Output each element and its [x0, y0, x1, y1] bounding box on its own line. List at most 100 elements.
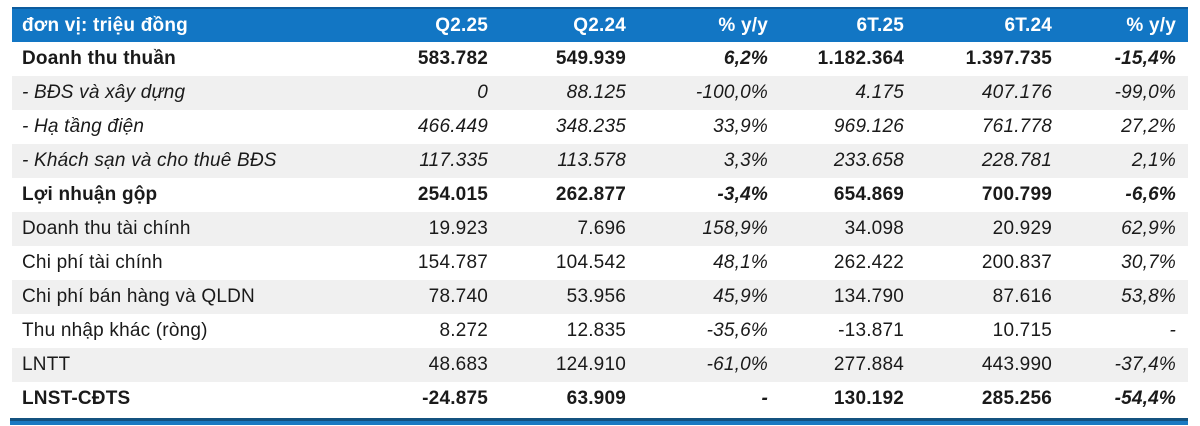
yoy-quarter-cell: 6,2% [638, 42, 780, 76]
yoy-half-cell: -54,4% [1064, 382, 1188, 416]
q2-24-cell: 104.542 [500, 246, 638, 280]
q2-25-cell: 8.272 [352, 314, 500, 348]
table-row: Doanh thu thuần 583.782 549.939 6,2% 1.182.3… [12, 42, 1188, 76]
6t-25-cell: 277.884 [780, 348, 916, 382]
table-header-row: đơn vị: triệu đồng Q2.25 Q2.24% y/y 6T.25 6… [12, 7, 1188, 42]
yoy-quarter-cell: -3,4% [638, 178, 780, 212]
row-label: Lợi nhuận gộp [12, 178, 352, 212]
q2-25-cell: 583.782 [352, 42, 500, 76]
6t-24-cell: 200.837 [916, 246, 1064, 280]
q2-25-cell: 254.015 [352, 178, 500, 212]
6t-24-cell: 407.176 [916, 76, 1064, 110]
yoy-quarter-cell: 158,9% [638, 212, 780, 246]
financial-results-table-wrap: đơn vị: triệu đồng Q2.25 Q2.24% y/y 6T.25 6… [12, 7, 1188, 416]
yoy-quarter-cell: - [638, 382, 780, 416]
6t-25-cell: 262.422 [780, 246, 916, 280]
q2-24-cell: 262.877 [500, 178, 638, 212]
table-row: Chi phí tài chính 154.787 104.542 48,1% 262.… [12, 246, 1188, 280]
6t-24-cell: 761.778 [916, 110, 1064, 144]
6t-24-cell: 1.397.735 [916, 42, 1064, 76]
6t-25-cell: 134.790 [780, 280, 916, 314]
column-header-yoy-quarter: % y/y [638, 7, 780, 42]
yoy-quarter-cell: -100,0% [638, 76, 780, 110]
yoy-half-cell: - [1064, 314, 1188, 348]
6t-24-cell: 285.256 [916, 382, 1064, 416]
table-row: - BĐS và xây dựng 0 88.125 -100,0% 4.175 407.… [12, 76, 1188, 110]
q2-24-cell: 88.125 [500, 76, 638, 110]
q2-24-cell: 124.910 [500, 348, 638, 382]
q2-24-cell: 63.909 [500, 382, 638, 416]
q2-25-cell: 19.923 [352, 212, 500, 246]
table-row: Lợi nhuận gộp 254.015 262.877 -3,4% 654.869 7… [12, 178, 1188, 212]
row-label: LNTT [12, 348, 352, 382]
bottom-accent-bar [10, 418, 1188, 425]
6t-25-cell: -13.871 [780, 314, 916, 348]
row-label: - Khách sạn và cho thuê BĐS [12, 144, 352, 178]
yoy-half-cell: 2,1% [1064, 144, 1188, 178]
table-row: Chi phí bán hàng và QLDN 78.740 53.956 45,9… [12, 280, 1188, 314]
6t-24-cell: 20.929 [916, 212, 1064, 246]
q2-24-cell: 348.235 [500, 110, 638, 144]
row-label: Chi phí tài chính [12, 246, 352, 280]
financial-results-table: đơn vị: triệu đồng Q2.25 Q2.24% y/y 6T.25 6… [12, 7, 1188, 416]
q2-25-cell: 154.787 [352, 246, 500, 280]
table-row: - Khách sạn và cho thuê BĐS 117.335 113.57… [12, 144, 1188, 178]
yoy-half-cell: 27,2% [1064, 110, 1188, 144]
6t-24-cell: 443.990 [916, 348, 1064, 382]
yoy-half-cell: 53,8% [1064, 280, 1188, 314]
row-label: - Hạ tầng điện [12, 110, 352, 144]
table-row: - Hạ tầng điện 466.449 348.235 33,9% 969.126… [12, 110, 1188, 144]
unit-label-header: đơn vị: triệu đồng [12, 7, 352, 42]
column-header-6t-24: 6T.24 [916, 7, 1064, 42]
q2-24-cell: 53.956 [500, 280, 638, 314]
q2-25-cell: 48.683 [352, 348, 500, 382]
6t-25-cell: 969.126 [780, 110, 916, 144]
6t-24-cell: 10.715 [916, 314, 1064, 348]
q2-25-cell: -24.875 [352, 382, 500, 416]
yoy-half-cell: 62,9% [1064, 212, 1188, 246]
q2-24-cell: 12.835 [500, 314, 638, 348]
yoy-quarter-cell: 48,1% [638, 246, 780, 280]
table-row: Doanh thu tài chính 19.923 7.696 158,9% 34.0… [12, 212, 1188, 246]
yoy-half-cell: -6,6% [1064, 178, 1188, 212]
row-label: Doanh thu thuần [12, 42, 352, 76]
column-header-6t-25: 6T.25 [780, 7, 916, 42]
row-label: - BĐS và xây dựng [12, 76, 352, 110]
row-label: LNST-CĐTS [12, 382, 352, 416]
6t-25-cell: 1.182.364 [780, 42, 916, 76]
row-label: Chi phí bán hàng và QLDN [12, 280, 352, 314]
6t-24-cell: 228.781 [916, 144, 1064, 178]
q2-24-cell: 549.939 [500, 42, 638, 76]
6t-24-cell: 700.799 [916, 178, 1064, 212]
yoy-half-cell: -37,4% [1064, 348, 1188, 382]
6t-25-cell: 130.192 [780, 382, 916, 416]
column-header-q2-24: Q2.24 [500, 7, 638, 42]
yoy-quarter-cell: -61,0% [638, 348, 780, 382]
q2-25-cell: 466.449 [352, 110, 500, 144]
6t-24-cell: 87.616 [916, 280, 1064, 314]
6t-25-cell: 233.658 [780, 144, 916, 178]
6t-25-cell: 4.175 [780, 76, 916, 110]
yoy-half-cell: 30,7% [1064, 246, 1188, 280]
table-row: LNST-CĐTS -24.875 63.909-130.192 285.256 -54… [12, 382, 1188, 416]
q2-25-cell: 117.335 [352, 144, 500, 178]
column-header-q2-25: Q2.25 [352, 7, 500, 42]
yoy-quarter-cell: -35,6% [638, 314, 780, 348]
q2-24-cell: 7.696 [500, 212, 638, 246]
row-label: Thu nhập khác (ròng) [12, 314, 352, 348]
yoy-half-cell: -15,4% [1064, 42, 1188, 76]
q2-25-cell: 0 [352, 76, 500, 110]
6t-25-cell: 654.869 [780, 178, 916, 212]
yoy-quarter-cell: 3,3% [638, 144, 780, 178]
q2-24-cell: 113.578 [500, 144, 638, 178]
q2-25-cell: 78.740 [352, 280, 500, 314]
yoy-half-cell: -99,0% [1064, 76, 1188, 110]
table-row: Thu nhập khác (ròng) 8.272 12.835 -35,6% -13… [12, 314, 1188, 348]
table-body: Doanh thu thuần 583.782 549.939 6,2% 1.182.3… [12, 42, 1188, 416]
table-row: LNTT 48.683 124.910 -61,0% 277.884 443.990 -37… [12, 348, 1188, 382]
column-header-yoy-half: % y/y [1064, 7, 1188, 42]
yoy-quarter-cell: 45,9% [638, 280, 780, 314]
yoy-quarter-cell: 33,9% [638, 110, 780, 144]
row-label: Doanh thu tài chính [12, 212, 352, 246]
6t-25-cell: 34.098 [780, 212, 916, 246]
